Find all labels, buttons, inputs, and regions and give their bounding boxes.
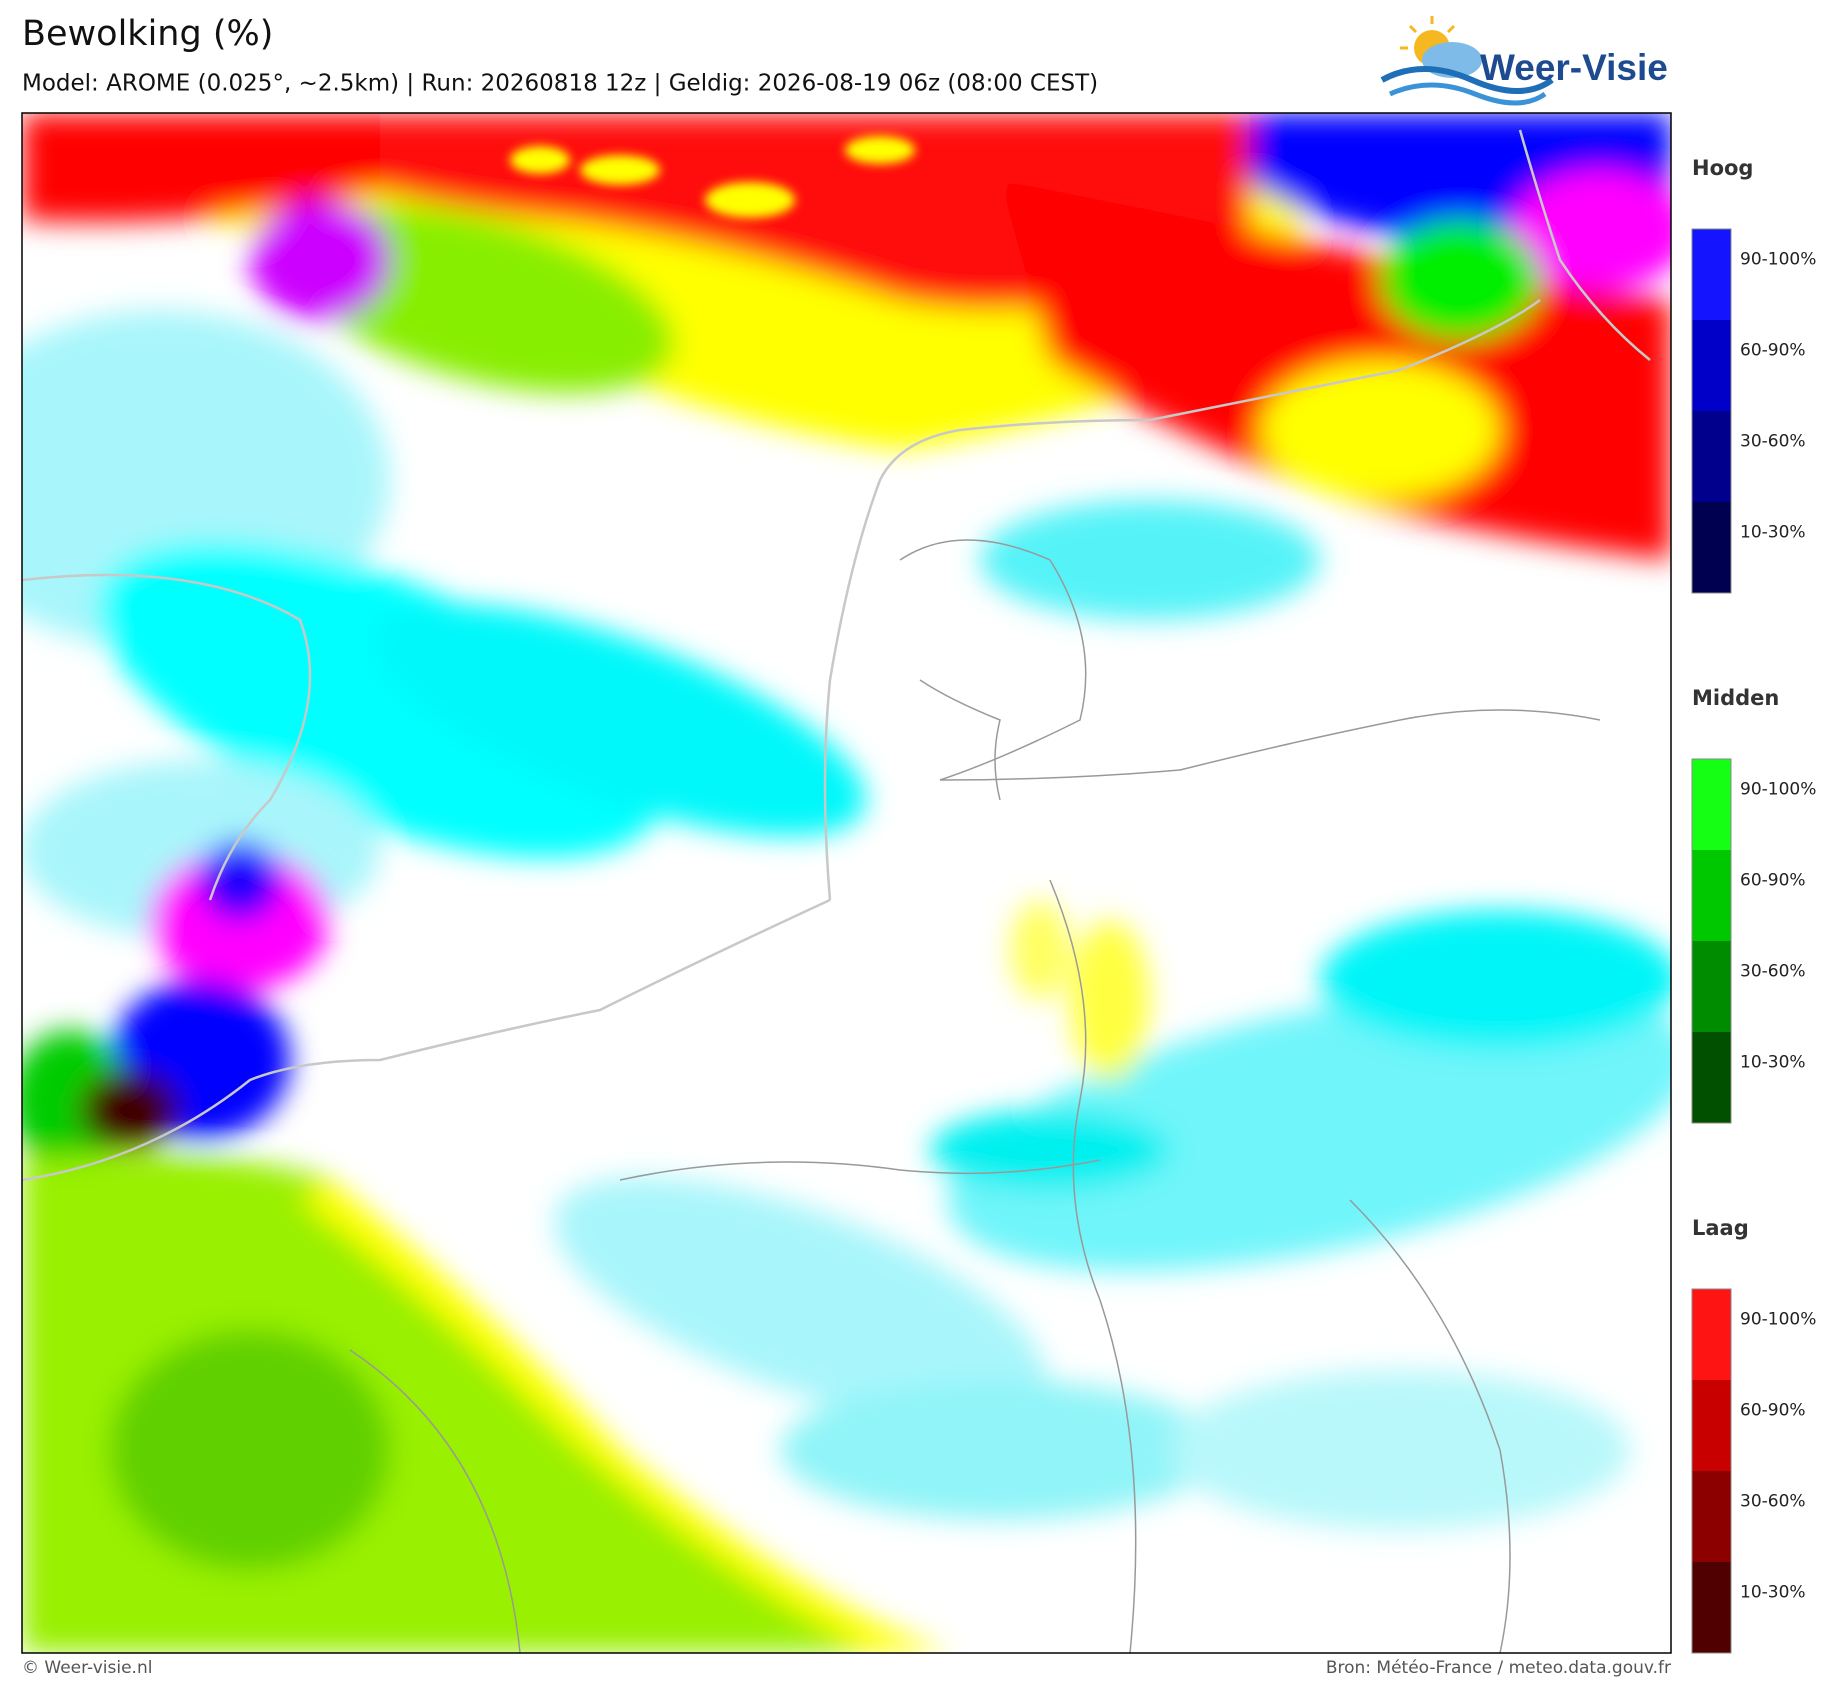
legend-title: Hoog bbox=[1692, 156, 1753, 180]
map-frame bbox=[21, 112, 1672, 1654]
legend-frame bbox=[1691, 228, 1732, 594]
source: Bron: Météo-France / meteo.data.gouv.fr bbox=[1326, 1658, 1671, 1678]
legend-label: 10-30% bbox=[1740, 523, 1806, 543]
legend-swatch bbox=[1692, 411, 1731, 502]
legend-label: 90-100% bbox=[1740, 780, 1816, 800]
legend-swatch bbox=[1692, 941, 1731, 1032]
legend-label: 30-60% bbox=[1740, 1492, 1806, 1512]
legend-swatch bbox=[1692, 1289, 1731, 1380]
cloud-map bbox=[22, 113, 1671, 1653]
legend-frame bbox=[1691, 1288, 1732, 1654]
legend-swatch bbox=[1692, 850, 1731, 941]
legend-swatch bbox=[1692, 759, 1731, 850]
logo-text: Weer-Visie bbox=[1480, 47, 1668, 88]
legend-swatch bbox=[1692, 1380, 1731, 1471]
legend-swatch bbox=[1692, 320, 1731, 411]
legend-title: Midden bbox=[1692, 686, 1779, 710]
legend-label: 90-100% bbox=[1740, 1310, 1816, 1330]
legend-swatch bbox=[1692, 1562, 1731, 1653]
legend-swatch bbox=[1692, 1471, 1731, 1562]
legend-label: 60-90% bbox=[1740, 871, 1806, 891]
legend-swatch bbox=[1692, 502, 1731, 593]
legend-label: 60-90% bbox=[1740, 1401, 1806, 1421]
legend-label: 30-60% bbox=[1740, 432, 1806, 452]
legend-label: 10-30% bbox=[1740, 1053, 1806, 1073]
copyright: © Weer-visie.nl bbox=[22, 1658, 152, 1678]
title: Bewolking (%) bbox=[22, 14, 273, 54]
legend-label: 60-90% bbox=[1740, 341, 1806, 361]
logo: Weer-Visie bbox=[1380, 16, 1668, 106]
subtitle: Model: AROME (0.025°, ~2.5km) | Run: 202… bbox=[22, 71, 1098, 97]
legend-label: 30-60% bbox=[1740, 962, 1806, 982]
legends: Hoog 90-100% 60-90% 30-60% 10-30% Midden 90-10… bbox=[1691, 156, 1816, 1654]
legend-swatch bbox=[1692, 1032, 1731, 1123]
legend-label: 90-100% bbox=[1740, 250, 1816, 270]
legend-swatch bbox=[1692, 229, 1731, 320]
legend-frame bbox=[1691, 758, 1732, 1124]
legend-title: Laag bbox=[1692, 1216, 1749, 1240]
legend-label: 10-30% bbox=[1740, 1583, 1806, 1603]
